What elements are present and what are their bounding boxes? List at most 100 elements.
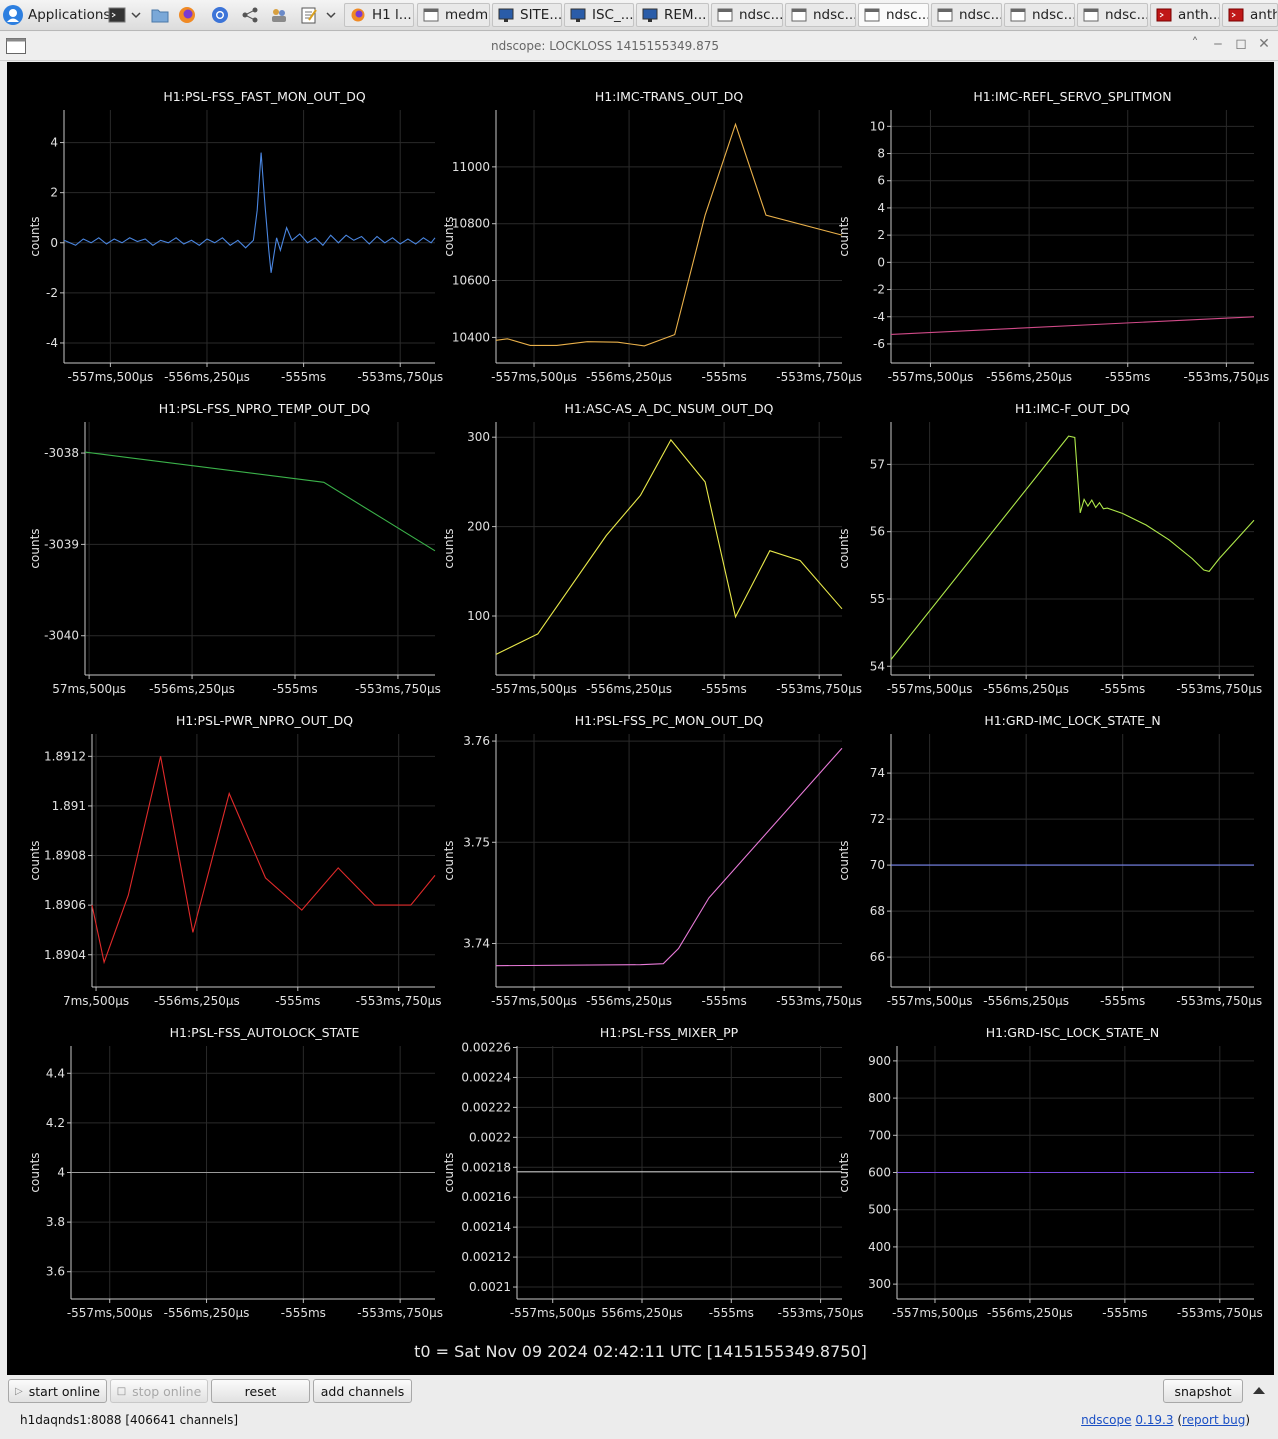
y-tick-label: 10600	[452, 274, 490, 288]
firefox-launcher-icon[interactable]	[178, 6, 196, 24]
text-editor-icon[interactable]	[300, 6, 318, 24]
y-tick-label: 0.00218	[461, 1160, 511, 1174]
maximize-icon[interactable]: ◻	[1235, 36, 1247, 52]
x-tick-label: -555ms	[709, 1306, 754, 1320]
y-axis-label: counts	[28, 840, 42, 880]
plot-title: H1:IMC-F_OUT_DQ	[1015, 401, 1130, 416]
y-tick-label: 3.8	[46, 1215, 65, 1229]
plot-title: H1:IMC-REFL_SERVO_SPLITMON	[973, 89, 1171, 104]
x-tick-label: -553ms,750μs	[778, 1306, 864, 1320]
x-tick-label: -556ms,250μs	[586, 682, 672, 696]
y-axis-label: counts	[442, 528, 456, 568]
ndscope-link[interactable]: ndscope	[1081, 1413, 1132, 1427]
plot-title: H1:PSL-FSS_PC_MON_OUT_DQ	[575, 713, 764, 728]
plot-panel: H1:PSL-FSS_FAST_MON_OUT_DQ -557ms,500μs -5…	[28, 89, 443, 384]
y-tick-label: -2	[46, 286, 58, 300]
series-line	[890, 316, 1255, 335]
y-tick-label: 100	[467, 609, 490, 623]
window-icon	[937, 8, 953, 22]
plot-panel: H1:GRD-IMC_LOCK_STATE_N -557ms,500μs -556m…	[837, 713, 1262, 1008]
file-manager-icon[interactable]	[151, 6, 169, 24]
taskbar-task-terminal-2[interactable]: anth	[1222, 3, 1278, 27]
terminal-launcher-icon[interactable]	[108, 6, 126, 24]
x-tick-label: -553ms,750μs	[1176, 994, 1262, 1008]
window-titlebar: ndscope: LOCKLOSS 1415155349.875 ˄ ‒ ◻ ✕	[0, 32, 1278, 61]
taskbar-task-label: ndsc...	[739, 7, 783, 23]
y-tick-label: 10	[870, 119, 885, 133]
plot-panel: H1:PSL-FSS_MIXER_PP -557ms,500μs 556ms,250…	[442, 1025, 863, 1320]
window-icon	[791, 8, 807, 22]
add-channels-label: add channels	[320, 1383, 405, 1399]
y-tick-label: 0.0022	[469, 1130, 511, 1144]
plot-panel: H1:PSL-FSS_PC_MON_OUT_DQ -557ms,500μs -556…	[442, 713, 862, 1008]
taskbar-task-firefox[interactable]: H1 l...	[344, 3, 414, 27]
plot-panel: H1:IMC-F_OUT_DQ -557ms,500μs -556ms,250μs -…	[837, 401, 1262, 696]
x-tick-label: -555ms	[702, 682, 747, 696]
applications-menu[interactable]: Applications	[2, 3, 110, 27]
share-icon[interactable]	[241, 6, 259, 24]
x-tick-label: -553ms,750μs	[357, 370, 443, 384]
close-icon[interactable]: ✕	[1258, 36, 1270, 52]
y-tick-label: 4	[877, 201, 885, 215]
version-link[interactable]: 0.19.3	[1135, 1413, 1174, 1427]
stop-online-label: stop online	[132, 1383, 202, 1399]
y-tick-label: 10400	[452, 330, 490, 344]
x-tick-label: -557ms,500μs	[510, 1306, 596, 1320]
window-menu-icon[interactable]	[6, 38, 26, 54]
reset-label: reset	[244, 1383, 277, 1399]
window-icon	[1010, 8, 1026, 22]
stop-icon: □	[116, 1385, 127, 1397]
y-tick-label: 200	[467, 520, 490, 534]
plots-canvas[interactable]: H1:PSL-FSS_FAST_MON_OUT_DQ -557ms,500μs -5…	[7, 62, 1274, 1375]
y-axis-label: counts	[837, 528, 851, 568]
stop-online-button[interactable]: □ stop online	[110, 1379, 208, 1403]
start-online-button[interactable]: ▷ start online	[8, 1379, 107, 1403]
y-tick-label: 74	[870, 766, 885, 780]
chevron-down-icon[interactable]	[325, 6, 337, 24]
y-tick-label: -4	[46, 336, 58, 350]
x-tick-label: -555ms	[702, 370, 747, 384]
taskbar-task-isc[interactable]: ISC_...	[564, 3, 634, 27]
snapshot-label: snapshot	[1174, 1383, 1232, 1399]
taskbar-task-terminal-1[interactable]: anth...	[1150, 3, 1220, 27]
x-tick-label: -555ms	[272, 682, 317, 696]
y-tick-label: 1.8904	[44, 948, 86, 962]
plot-title: H1:PSL-PWR_NPRO_OUT_DQ	[176, 713, 353, 728]
taskbar-task-ndscope-1[interactable]: ndsc...	[711, 3, 783, 27]
y-tick-label: 6	[877, 174, 885, 188]
taskbar-task-site[interactable]: SITE...	[492, 3, 562, 27]
y-axis-label: counts	[837, 840, 851, 880]
y-axis-label: counts	[837, 216, 851, 256]
taskbar-task-ndscope-4[interactable]: ndsc...	[931, 3, 1002, 27]
taskbar-task-label: anth	[1250, 7, 1278, 23]
y-tick-label: 66	[870, 950, 885, 964]
minimize-icon[interactable]: ‒	[1213, 36, 1223, 52]
taskbar-task-medm[interactable]: medm	[417, 3, 490, 27]
taskbar-task-ndscope-active[interactable]: ndsc...	[858, 3, 929, 27]
plot-panel: H1:ASC-AS_A_DC_NSUM_OUT_DQ -557ms,500μs -5…	[442, 401, 862, 696]
users-icon[interactable]	[270, 6, 288, 24]
report-bug-link[interactable]: report bug	[1182, 1413, 1246, 1427]
taskbar-task-rem[interactable]: REM...	[636, 3, 709, 27]
reset-button[interactable]: reset	[211, 1379, 310, 1403]
add-channels-button[interactable]: add channels	[313, 1379, 412, 1403]
keep-above-icon[interactable]: ˄	[1191, 36, 1199, 52]
monitor-icon	[570, 8, 586, 22]
y-axis-label: counts	[442, 1152, 456, 1192]
chevron-down-icon[interactable]	[130, 6, 142, 24]
taskbar-task-ndscope-6[interactable]: ndsc...	[1077, 3, 1148, 27]
y-tick-label: 1.8906	[44, 898, 86, 912]
taskbar-task-ndscope-5[interactable]: ndsc...	[1004, 3, 1075, 27]
snapshot-button[interactable]: snapshot	[1163, 1379, 1243, 1403]
taskbar: Applications H1 l... medm SITE... ISC_..…	[0, 0, 1278, 31]
plot-area[interactable]: H1:PSL-FSS_FAST_MON_OUT_DQ -557ms,500μs -5…	[7, 62, 1274, 1375]
taskbar-task-ndscope-2[interactable]: ndsc...	[785, 3, 856, 27]
y-tick-label: 4.2	[46, 1116, 65, 1130]
chromium-launcher-icon[interactable]	[211, 6, 229, 24]
y-axis-label: counts	[28, 1152, 42, 1192]
expand-panel-icon[interactable]	[1251, 1382, 1267, 1398]
y-tick-label: 57	[870, 457, 885, 471]
x-tick-label: -557ms,500μs	[491, 994, 577, 1008]
applications-label: Applications	[28, 7, 111, 23]
y-tick-label: 4	[50, 136, 58, 150]
